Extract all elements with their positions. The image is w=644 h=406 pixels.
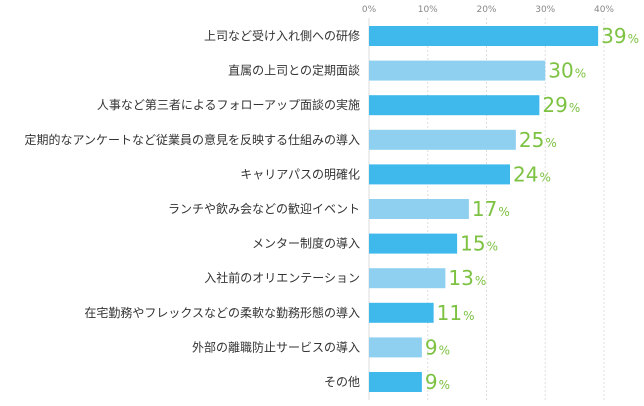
x-axis-ticks: 0% 10% 20% 30% 40% [362,5,615,15]
value-unit: % [463,309,474,323]
category-label: キャリアパスの明確化 [240,166,360,181]
bar [369,60,546,81]
value-number: 29 [542,93,567,117]
value-label: 25% [519,128,557,152]
bar [369,337,422,358]
value-number: 9 [425,370,438,394]
bar [369,372,422,392]
value-unit: % [498,205,509,219]
bar [369,26,599,46]
bar [369,95,540,116]
value-number: 17 [472,197,497,221]
value-label: 9% [425,370,450,394]
value-label: 24% [513,162,551,186]
x-tick-label: 20% [476,5,496,15]
category-label: ランチや飲み会などの歓迎イベント [168,201,360,216]
bars [369,26,599,392]
category-label: 入社前のオリエンテーション [204,270,360,285]
value-unit: % [569,101,580,115]
category-label: 定期的なアンケートなど従業員の意見を反映する仕組みの導入 [24,132,360,147]
value-unit: % [439,378,450,392]
value-unit: % [487,240,498,254]
value-unit: % [628,32,639,46]
bar [369,233,458,254]
value-number: 15 [460,232,485,256]
category-label: その他 [324,375,360,389]
value-label: 9% [425,335,450,359]
x-tick-label: 40% [594,5,614,15]
value-number: 39 [601,24,626,48]
value-number: 11 [437,301,462,325]
value-label: 15% [460,232,498,256]
category-labels: 上司など受け入れ側への研修直属の上司との定期面談人事など第三者によるフォローアッ… [24,28,360,389]
x-tick-label: 30% [535,5,555,15]
category-label: 上司など受け入れ側への研修 [204,28,360,43]
value-unit: % [439,343,450,357]
value-label: 30% [548,59,586,83]
category-label: 人事など第三者によるフォローアップ面談の実施 [97,97,360,112]
value-unit: % [475,274,486,288]
value-unit: % [539,170,550,184]
x-tick-label: 0% [362,5,377,15]
category-label: 在宅勤務やフレックスなどの柔軟な勤務形態の導入 [84,305,360,320]
value-number: 13 [448,266,473,290]
value-number: 24 [513,162,538,186]
value-number: 30 [548,59,573,83]
category-label: 外部の離職防止サービスの導入 [192,339,360,354]
bar [369,199,469,219]
value-label: 17% [472,197,510,221]
x-tick-label: 10% [418,5,438,15]
value-number: 25 [519,128,544,152]
value-number: 9 [425,335,438,359]
value-label: 39% [601,24,639,48]
value-label: 29% [542,93,580,117]
value-label: 11% [437,301,475,325]
value-label: 13% [448,266,486,290]
value-unit: % [545,136,556,150]
category-label: 直属の上司との定期面談 [228,63,360,78]
bar [369,164,510,185]
value-labels: 39%30%29%25%24%17%15%13%11%9%9% [425,24,639,394]
value-unit: % [575,67,586,81]
bar [369,302,434,323]
bar [369,268,446,289]
category-label: メンター制度の導入 [252,236,360,251]
bar [369,129,516,150]
